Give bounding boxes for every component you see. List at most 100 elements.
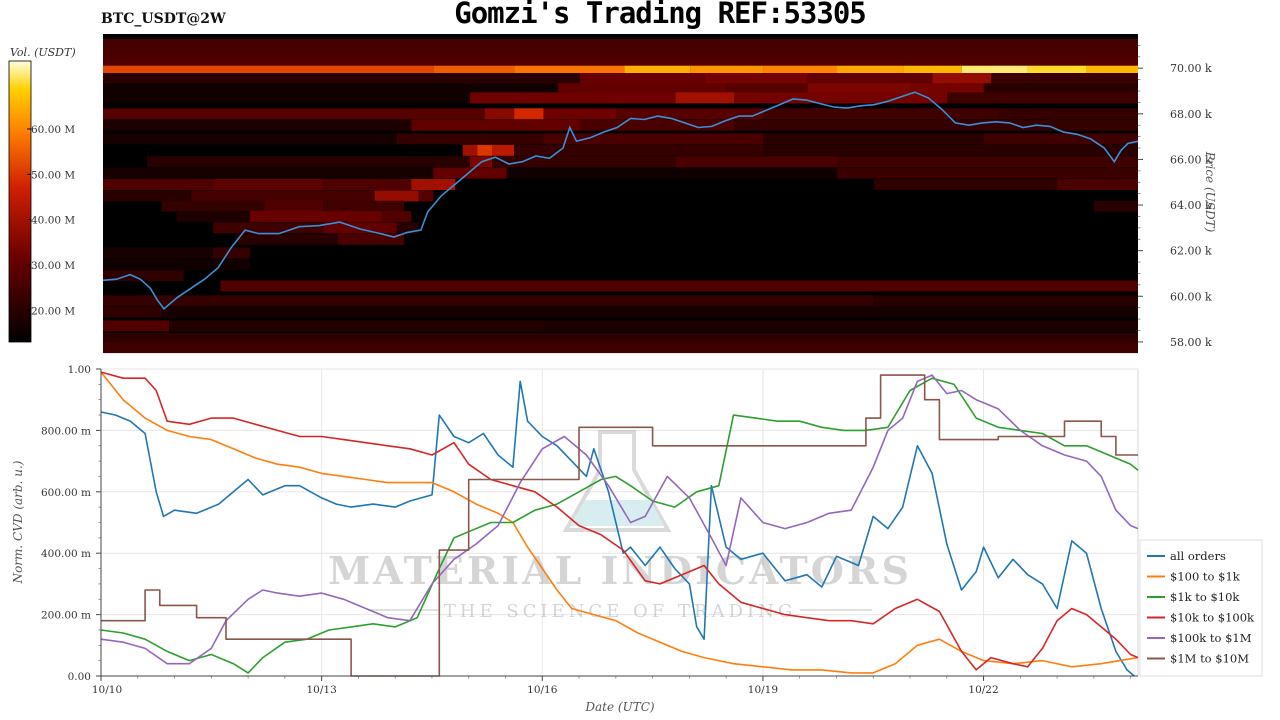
cvd-y-tick-label: 600.00 m [41,487,91,499]
cvd-y-axis: 0.00 200.00 m 400.00 m 600.00 m 800.00 m 1.00 [41,364,102,683]
heatmap-cell-17-0 [213,222,324,234]
heatmap-cell-0-9 [1027,62,1087,74]
heatmap-cell-4-1 [580,73,705,84]
heatmap-cell-15-2 [323,200,404,212]
heatmap-cell-22-0 [220,280,1138,292]
heatmap-cell-4-0 [103,73,581,84]
cvd-y-tick-label: 400.00 m [41,548,91,560]
heatmap-cell-14-1 [191,190,375,202]
cvd-y-tick-label: 0.00 [68,671,91,683]
heatmap-cell-13-3 [411,179,456,190]
legend-label: $100k to $1M [1170,631,1252,645]
heatmap-cell-0-1 [433,62,514,74]
heatmap-cell-0-0 [103,62,434,74]
price-axis: 58.00 k 60.00 k 62.00 k 64.00 k 66.00 k 68.00… [1138,45,1212,349]
heatmap-cell-25-2 [543,320,1138,332]
colorbar: Vol. (USDT) 20.00 M 30.00 M 40.00 M 50.00 M… [8,46,76,343]
heatmap-cell-5-2 [726,83,808,95]
heatmap-cell-7-0 [103,108,485,120]
heatmap-cell-11-0 [147,156,470,168]
heatmap-cell-11-2 [492,156,676,168]
heatmap-cell-9-0 [103,133,397,145]
price-axis-label: Price (USDT) [1203,151,1217,233]
cvd-x-tick-label: 10/19 [748,684,778,696]
heatmap-cell-0-8 [961,62,1028,74]
heatmap-cell-4-4 [932,73,992,84]
cvd-y-tick-label: 1.00 [68,364,91,376]
price-tick-label: 66.00 k [1170,153,1212,166]
heatmap-cell-26-0 [103,333,1138,344]
cvd-x-tick-label: 10/10 [92,684,122,696]
colorbar-gradient [8,60,32,343]
price-tick-label: 70.00 k [1170,62,1212,75]
heatmap-cell-18-0 [235,233,338,245]
heatmap-cell-4-2 [704,73,808,84]
legend-label: $1k to $10k [1170,590,1240,604]
heatmap-cell-7-6 [998,108,1138,120]
heatmap-cell-25-0 [103,320,170,332]
heatmap-cell-4-5 [991,73,1138,84]
heatmap-cell-0-2 [514,62,625,74]
heatmap-cell-0-4 [690,62,764,74]
heatmap-cell-5-0 [103,83,559,95]
heatmap-cell-23-0 [103,295,874,307]
watermark: MATERIAL INDICATORS THE SCIENCE OF TRADI… [328,430,909,622]
heatmap-cell-8-0 [103,119,412,131]
heatmap-cell-12-1 [433,167,507,179]
cvd-x-axis-label: Date (UTC) [584,700,654,714]
watermark-sub: THE SCIENCE OF TRADING [444,601,797,622]
heatmap-cell-14-2 [374,190,419,202]
legend: all orders $100 to $1k $1k to $10k $10k to … [1139,539,1263,677]
legend-items: all orders $100 to $1k $1k to $10k $10k to … [1147,549,1255,666]
pair-label: BTC_USDT@2W [101,11,226,27]
cvd-y-axis-label: Norm. CVD (arb. u.) [11,460,25,584]
heatmap-cell-8-1 [411,119,581,131]
heatmap-cell-27-0 [103,342,1138,354]
heatmap-cell-9-2 [543,133,764,145]
chart-title: Gomzi's Trading REF:53305 [454,0,867,30]
heatmap-cell-14-0 [103,190,192,202]
heatmap-cell-7-3 [543,108,617,120]
heatmap-cell-19-1 [213,247,250,259]
heatmap-cell-14-3 [418,190,434,202]
price-tick-label: 64.00 k [1170,199,1212,212]
legend-box [1139,539,1263,677]
colorbar-tick-label: 20.00 M [31,305,75,317]
heatmap-cell-0-6 [837,62,904,74]
heatmap-cell-21-0 [103,270,184,282]
heatmap-cell-18-1 [337,233,404,245]
cvd-series-s1m-10m [101,374,1138,677]
heatmap-cell-0-10 [1086,62,1138,74]
colorbar-tick-label: 40.00 M [31,215,75,227]
heatmap-cell-12-3 [837,167,1138,179]
heatmap-cell-10-2 [492,144,514,156]
heatmap-cell-12-2 [506,167,837,179]
heatmap-cell-7-2 [514,108,544,120]
heatmap-cell-7-5 [763,108,999,120]
heatmap-cell-8-3 [734,119,1138,131]
heatmap-cell-16-0 [176,210,250,222]
heatmap-cell-19-0 [103,247,214,259]
cvd-series-s10k-100k [100,371,1139,671]
legend-label: $1M to $10M [1170,652,1249,666]
heatmap-cell-2-0 [103,47,1138,59]
colorbar-tick-label: 60.00 M [31,124,75,136]
legend-label: $100 to $1k [1170,570,1241,584]
heatmap-cell-6-3 [734,92,948,104]
heatmap-cell-16-1 [249,210,382,222]
heatmap-cell-0-7 [903,62,962,74]
heatmap-cell-15-1 [264,200,324,212]
heatmap-cell-11-4 [837,156,1138,168]
price-tick-label: 58.00 k [1170,336,1212,349]
heatmap-cell-23-1 [873,295,1138,307]
heatmap-cell-13-4 [873,179,1058,190]
cvd-series-group [100,371,1139,677]
heatmap-cell-3-0 [103,38,1138,50]
price-series-line [102,91,1139,310]
heatmap-cell-6-2 [675,92,735,104]
heatmap-cell-5-5 [983,83,1138,95]
heatmap-cell-10-3 [514,144,764,156]
heatmap-cell-8-2 [580,119,735,131]
heatmap-cell-6-1 [470,92,676,104]
price-tick-label: 62.00 k [1170,245,1212,258]
